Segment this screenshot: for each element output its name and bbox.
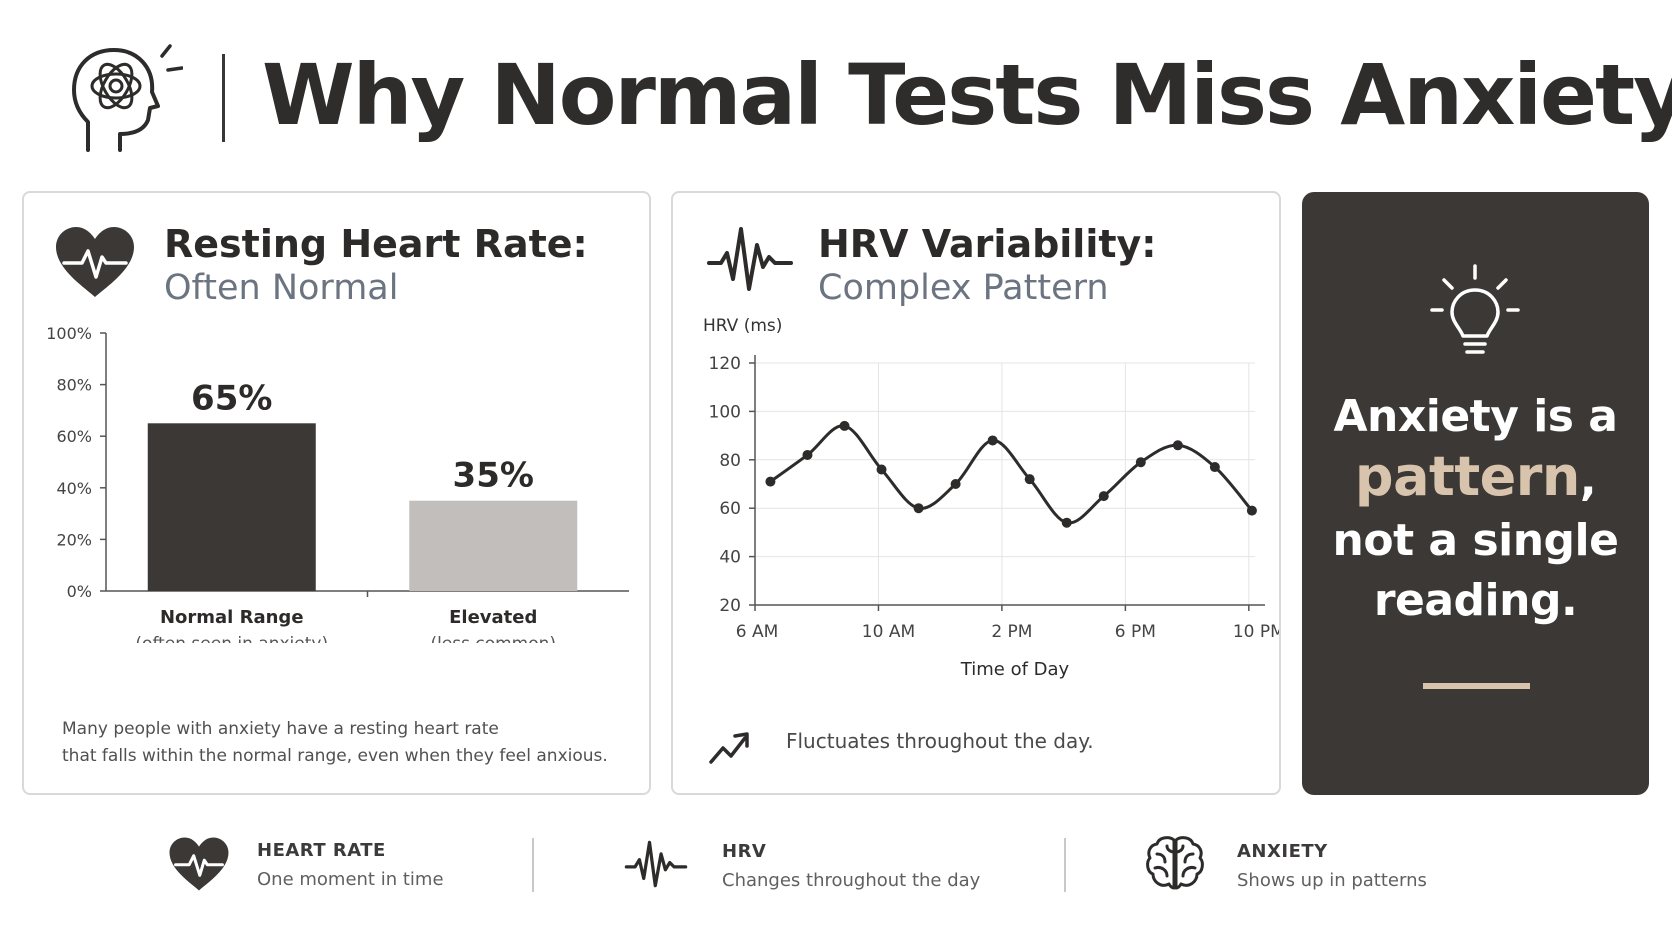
hrv-x-tick-label: 10 AM [862,622,915,642]
footer-desc-hrv: Changes throughout the day [722,870,981,891]
message-comma: , [1579,455,1597,506]
bar-category-label: Normal Range [160,607,304,628]
bar-1 [409,500,578,591]
hrv-panel: HRV Variability: Complex Pattern HRV (ms… [671,191,1281,795]
hrv-data-point [1061,517,1072,528]
message-line3: not a single [1332,515,1619,566]
bar-y-tick-label: 40% [56,479,92,498]
hrv-data-point [765,476,776,487]
message-accent: pattern [1354,445,1580,508]
hrv-y-tick-label: 20 [719,596,741,616]
footer-separator [1064,838,1066,892]
hrv-y-tick-label: 80 [719,451,741,471]
bar-category-note: (less common) [430,634,556,643]
header: Why Normal Tests Miss Anxiety [0,0,1672,180]
page-title: Why Normal Tests Miss Anxiety [262,46,1672,144]
footer-title-hrv: HRV [722,841,767,862]
footer-item-anxiety: ANXIETY Shows up in patterns [1145,830,1505,900]
bar-category-note: (often seen in anxiety) [135,634,328,643]
footer-item-hrv: HRV Changes throughout the day [624,830,1004,900]
footer-separator [532,838,534,892]
hrv-data-point [802,449,813,460]
hrv-y-tick-label: 60 [719,499,741,519]
hrv-y-tick-label: 120 [709,354,741,374]
bar-0 [147,423,316,591]
header-divider [222,54,225,142]
hrv-data-point [950,479,961,489]
footer-title-anxiety: ANXIETY [1237,841,1328,862]
bar-y-tick-label: 80% [56,376,92,395]
head-brain-icon [72,44,183,152]
rhr-note-line2: that falls within the normal range, even… [62,746,608,766]
resting-heart-rate-panel: Resting Heart Rate: Often Normal 0% 20% 40… [22,191,651,795]
message-line4: reading. [1373,575,1578,626]
hrv-data-point [987,435,998,446]
rhr-title: Resting Heart Rate: [164,222,588,266]
hrv-data-point [1246,505,1257,516]
pulse-wave-icon [624,840,688,888]
footer-item-heart-rate: HEART RATE One moment in time [168,830,468,900]
pulse-wave-icon [707,227,793,291]
brain-icon [1146,836,1204,890]
rhr-subtitle: Often Normal [164,268,399,308]
hrv-data-point [1209,462,1220,473]
footer-desc-heart-rate: One moment in time [257,869,444,890]
hrv-x-tick-label: 6 AM [736,622,779,642]
rhr-note-line1: Many people with anxiety have a resting … [62,719,499,739]
message-accent-rule [1423,683,1530,689]
hrv-y-tick-label: 40 [719,548,741,568]
footer-title-heart-rate: HEART RATE [257,840,386,861]
hrv-x-tick-label: 10 PM [1233,622,1279,642]
rhr-bar-chart: 0% 20% 40% 60% 80% 100% 65% Normal Range (often … [46,324,629,643]
hrv-data-point [876,464,887,475]
rhr-note: Many people with anxiety have a resting … [62,716,608,770]
trend-zigzag-icon [709,732,749,764]
hrv-note: Fluctuates throughout the day. [786,729,1094,753]
hrv-line-chart: HRV (ms) 20 40 60 80 100 120 6 AM 10 AM 2 PM 6 PM 1… [703,316,1279,680]
bar-y-tick-label: 0% [67,582,92,601]
hrv-title: HRV Variability: [818,222,1157,266]
lightbulb-icon [1430,264,1520,354]
hrv-data-point [1098,491,1109,502]
hrv-data-point [1172,440,1183,451]
footer-desc-anxiety: Shows up in patterns [1237,870,1427,891]
hrv-data-point [839,420,850,431]
hrv-x-axis-label: Time of Day [960,659,1070,680]
hrv-x-tick-label: 6 PM [1115,622,1156,642]
heart-pulse-icon [56,227,134,297]
bar-category-label: Elevated [449,607,537,628]
bar-y-tick-label: 20% [56,530,92,549]
message-line1: Anxiety is a [1333,391,1619,442]
bar-value-label: 35% [453,456,534,496]
message-panel: Anxiety is a pattern, not a single readi… [1302,192,1649,795]
hrv-x-tick-label: 2 PM [991,622,1032,642]
bar-y-tick-label: 60% [56,427,92,446]
bar-y-tick-label: 100% [46,324,92,343]
heart-pulse-icon [169,837,229,891]
hrv-subtitle: Complex Pattern [818,268,1109,308]
bar-value-label: 65% [191,378,272,418]
hrv-data-point [1024,474,1035,485]
hrv-data-point [913,503,924,514]
hrv-data-point [1135,457,1146,468]
hrv-y-axis-label: HRV (ms) [703,316,782,336]
hrv-y-tick-label: 100 [709,402,741,422]
message-text: Anxiety is a pattern, not a single readi… [1302,387,1649,631]
